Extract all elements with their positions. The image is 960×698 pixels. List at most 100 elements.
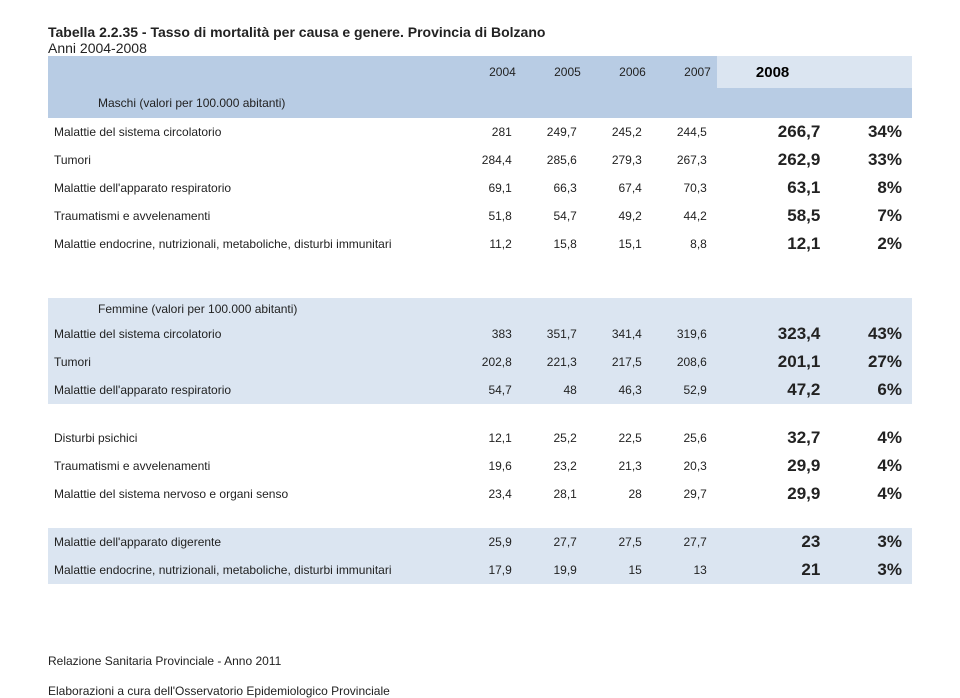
cell-value: 25,2 <box>522 424 587 452</box>
cell-value: 281 <box>457 118 522 146</box>
row-label: Malattie dell'apparato digerente <box>48 528 457 556</box>
spacer <box>587 508 652 528</box>
table-row: Malattie endocrine, nutrizionali, metabo… <box>48 230 912 258</box>
cell-pct: 7% <box>828 202 912 230</box>
cell-value: 19,9 <box>522 556 587 584</box>
cell-value: 8,8 <box>652 230 717 258</box>
cell-big: 12,1 <box>717 230 828 258</box>
cell-value: 244,5 <box>652 118 717 146</box>
cell-pct: 8% <box>828 174 912 202</box>
spacer <box>717 258 828 278</box>
spacer <box>828 258 912 278</box>
spacer <box>522 258 587 278</box>
cell-value: 17,9 <box>457 556 522 584</box>
table-row: Traumatismi e avvelenamenti51,854,749,24… <box>48 202 912 230</box>
footer: Relazione Sanitaria Provinciale - Anno 2… <box>48 654 912 698</box>
cell-big: 32,7 <box>717 424 828 452</box>
spacer <box>587 278 652 298</box>
cell-pct: 3% <box>828 528 912 556</box>
cell-value: 23,2 <box>522 452 587 480</box>
cell-big: 58,5 <box>717 202 828 230</box>
spacer <box>48 508 457 528</box>
cell-pct: 33% <box>828 146 912 174</box>
footer-line-2: Elaborazioni a cura dell'Osservatorio Ep… <box>48 684 912 698</box>
spacer <box>717 278 828 298</box>
cell-value: 285,6 <box>522 146 587 174</box>
cell-value: 54,7 <box>457 376 522 404</box>
cell-value: 23,4 <box>457 480 522 508</box>
header-row: 20042005200620072008 <box>48 56 912 88</box>
header-year: 2006 <box>587 56 652 88</box>
table-row: Tumori202,8221,3217,5208,6201,127% <box>48 348 912 376</box>
cell-value: 27,7 <box>652 528 717 556</box>
cell-value: 70,3 <box>652 174 717 202</box>
cell-pct: 2% <box>828 230 912 258</box>
cell-value: 44,2 <box>652 202 717 230</box>
spacer <box>717 508 828 528</box>
cell-value: 28,1 <box>522 480 587 508</box>
cell-big: 201,1 <box>717 348 828 376</box>
cell-value: 284,4 <box>457 146 522 174</box>
table-row: Tumori284,4285,6279,3267,3262,933% <box>48 146 912 174</box>
cell-value: 279,3 <box>587 146 652 174</box>
spacer <box>457 258 522 278</box>
cell-value: 245,2 <box>587 118 652 146</box>
row-label: Tumori <box>48 146 457 174</box>
row-label: Malattie del sistema nervoso e organi se… <box>48 480 457 508</box>
table-subtitle: Anni 2004-2008 <box>48 40 912 56</box>
cell-big: 63,1 <box>717 174 828 202</box>
cell-value: 249,7 <box>522 118 587 146</box>
row-label: Disturbi psichici <box>48 424 457 452</box>
spacer <box>717 404 828 424</box>
cell-value: 66,3 <box>522 174 587 202</box>
cell-pct: 4% <box>828 480 912 508</box>
cell-value: 12,1 <box>457 424 522 452</box>
cell-value: 67,4 <box>587 174 652 202</box>
mortality-table: 20042005200620072008Maschi (valori per 1… <box>48 56 912 584</box>
cell-pct: 4% <box>828 452 912 480</box>
cell-value: 15,1 <box>587 230 652 258</box>
cell-value: 11,2 <box>457 230 522 258</box>
spacer <box>48 258 457 278</box>
cell-pct: 3% <box>828 556 912 584</box>
row-label: Tumori <box>48 348 457 376</box>
cell-value: 15 <box>587 556 652 584</box>
cell-big: 23 <box>717 528 828 556</box>
cell-value: 383 <box>457 320 522 348</box>
footer-line-1: Relazione Sanitaria Provinciale - Anno 2… <box>48 654 912 668</box>
header-blank <box>48 56 457 88</box>
header-year-bold: 2008 <box>717 56 828 88</box>
section-male: Maschi (valori per 100.000 abitanti) <box>48 88 912 118</box>
row-label: Traumatismi e avvelenamenti <box>48 202 457 230</box>
cell-value: 341,4 <box>587 320 652 348</box>
table-row: Traumatismi e avvelenamenti19,623,221,32… <box>48 452 912 480</box>
spacer <box>828 278 912 298</box>
cell-pct: 6% <box>828 376 912 404</box>
cell-big: 262,9 <box>717 146 828 174</box>
cell-value: 13 <box>652 556 717 584</box>
cell-pct: 4% <box>828 424 912 452</box>
spacer <box>828 404 912 424</box>
table-row: Malattie del sistema circolatorio281249,… <box>48 118 912 146</box>
spacer <box>587 258 652 278</box>
cell-value: 29,7 <box>652 480 717 508</box>
row-label: Malattie del sistema circolatorio <box>48 320 457 348</box>
cell-value: 20,3 <box>652 452 717 480</box>
cell-big: 323,4 <box>717 320 828 348</box>
spacer <box>48 278 457 298</box>
spacer <box>48 404 457 424</box>
row-label: Malattie endocrine, nutrizionali, metabo… <box>48 230 457 258</box>
row-label: Traumatismi e avvelenamenti <box>48 452 457 480</box>
cell-value: 28 <box>587 480 652 508</box>
cell-value: 221,3 <box>522 348 587 376</box>
cell-value: 69,1 <box>457 174 522 202</box>
cell-value: 46,3 <box>587 376 652 404</box>
cell-value: 52,9 <box>652 376 717 404</box>
spacer <box>522 404 587 424</box>
cell-value: 202,8 <box>457 348 522 376</box>
spacer <box>652 508 717 528</box>
cell-pct: 34% <box>828 118 912 146</box>
cell-value: 15,8 <box>522 230 587 258</box>
spacer <box>828 508 912 528</box>
cell-pct: 43% <box>828 320 912 348</box>
